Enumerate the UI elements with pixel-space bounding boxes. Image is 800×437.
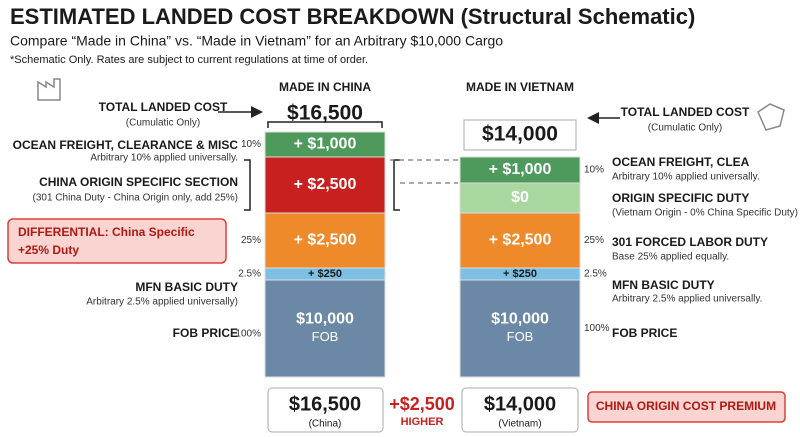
segment-value: + $1,000 — [489, 161, 552, 178]
segment-value: + $2,500 — [294, 176, 357, 193]
callout-text: +25% Duty — [18, 243, 79, 257]
total-label: TOTAL LANDED COST — [99, 100, 228, 114]
segment-desc: Base 25% applied equally. — [612, 252, 729, 263]
segment-desc: Arbitrary 10% applied universally. — [90, 153, 238, 164]
total-box — [461, 387, 579, 433]
segment-title: CHINA ORIGIN SPECIFIC SECTION — [39, 175, 238, 189]
total-label: TOTAL LANDED COST — [621, 105, 750, 119]
segment-desc: (Vietnam Origin - 0% China Specific Duty… — [612, 208, 798, 219]
connector — [390, 159, 458, 184]
segment-rate: 25% — [584, 235, 604, 246]
footer-total: $14,000 — [484, 393, 556, 415]
segment-rate: 100% — [584, 323, 610, 334]
callout-text: DIFFERENTIAL: China Specific — [18, 225, 195, 239]
total-sub: (Cumulatic Only) — [648, 123, 722, 134]
segment — [264, 131, 386, 158]
segment-rate: 2.5% — [584, 269, 607, 280]
footer-sub: (China) — [309, 419, 342, 430]
segment-desc: Arbitrary 2.5% applied universally. — [612, 294, 762, 305]
segment-rate: 2.5% — [238, 269, 261, 280]
segment — [459, 182, 581, 214]
subtitle: Compare “Made in China” vs. “Made in Vie… — [10, 33, 503, 49]
column-total: $14,000 — [482, 123, 558, 146]
segment — [264, 156, 386, 214]
segment-sub: FOB — [312, 329, 339, 344]
diff-sub: HIGHER — [401, 416, 444, 428]
premium: CHINA ORIGIN COST PREMIUM — [596, 399, 776, 413]
segment — [459, 279, 581, 378]
segment-desc: Arbitrary 10% applied universally. — [612, 172, 760, 183]
segment-value: $10,000 — [491, 311, 549, 328]
segment-value: + $2,500 — [489, 232, 552, 249]
segment-title: FOB PRICE — [612, 326, 677, 340]
segment-desc: Arbitrary 2.5% applied universally) — [86, 297, 238, 308]
factory-icon — [37, 78, 61, 101]
map-icon — [757, 103, 785, 131]
column-header: MADE IN VIETNAM — [466, 80, 574, 94]
segment-value: + $1,000 — [294, 136, 357, 153]
segment-title: OCEAN FREIGHT, CLEA — [612, 155, 750, 169]
bracket — [267, 121, 383, 128]
segment — [264, 279, 386, 378]
column-total: $16,500 — [287, 102, 363, 125]
segment-title: 301 FORCED LABOR DUTY — [612, 235, 768, 249]
segment-rate: 10% — [241, 139, 261, 150]
footer-total: $16,500 — [289, 393, 361, 415]
callout-box — [7, 218, 227, 264]
segment-title: OCEAN FREIGHT, CLEARANCE & MISC — [13, 138, 239, 152]
segment — [459, 212, 581, 269]
bracket — [244, 159, 400, 211]
segment-title: ORIGIN SPECIFIC DUTY — [612, 191, 749, 205]
segment-value: + $2,500 — [294, 232, 357, 249]
segment-title: MFN BASIC DUTY — [612, 278, 715, 292]
segment-value: $0 — [511, 189, 529, 206]
column-header: MADE IN CHINA — [279, 80, 371, 94]
total-box — [267, 387, 384, 433]
segment-desc: (301 China Duty - China Origin only, add… — [33, 193, 238, 204]
premium-box — [587, 391, 786, 423]
segment-value: $10,000 — [296, 311, 354, 328]
segment-sub: FOB — [507, 329, 534, 344]
title: ESTIMATED LANDED COST BREAKDOWN (Structu… — [10, 4, 695, 29]
segment-rate: 25% — [241, 235, 261, 246]
segment-title: MFN BASIC DUTY — [135, 280, 238, 294]
footer-sub: (Vietnam) — [498, 419, 541, 430]
segment — [264, 212, 386, 269]
total-sub: (Cumulatic Only) — [126, 118, 200, 129]
segment-value: + $250 — [308, 268, 342, 280]
segment-title: FOB PRICE — [173, 326, 238, 340]
total-box — [463, 119, 577, 151]
diff: +$2,500 — [389, 394, 455, 414]
segment-value: + $250 — [503, 268, 537, 280]
segment-rate: 100% — [235, 329, 261, 340]
segment-rate: 10% — [584, 165, 604, 176]
note: *Schematic Only. Rates are subject to cu… — [10, 54, 368, 66]
